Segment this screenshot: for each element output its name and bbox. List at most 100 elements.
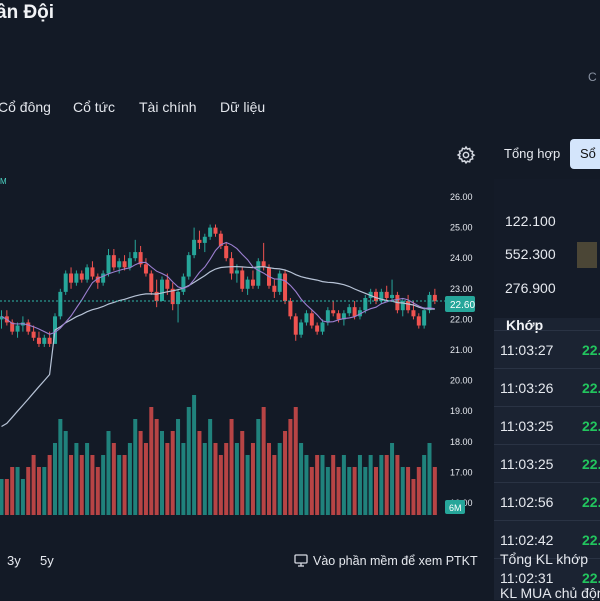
orderbook-bar xyxy=(577,242,597,268)
volume-bar xyxy=(341,455,346,515)
y-tick-label: 18.00 xyxy=(450,437,473,447)
trade-price: 22. xyxy=(582,532,600,548)
ptkt-link[interactable]: Vào phần mềm để xem PTKT xyxy=(294,554,478,568)
volume-bar xyxy=(101,455,106,515)
volume-bar xyxy=(4,479,9,515)
candle-body xyxy=(245,279,250,289)
candle-body xyxy=(288,301,293,317)
candle-body xyxy=(320,322,325,332)
candle-body xyxy=(42,337,47,344)
volume-bar xyxy=(20,479,25,515)
candle-body xyxy=(117,261,122,268)
candle-body xyxy=(58,291,63,317)
orderbook-row: 552.300 xyxy=(494,238,600,270)
volume-bar xyxy=(390,443,395,515)
y-tick-label: 17.00 xyxy=(450,467,473,477)
candle-body xyxy=(277,273,282,292)
candle-body xyxy=(79,273,84,280)
volume-bar xyxy=(133,419,138,515)
volume-bar xyxy=(47,455,52,515)
candle-body xyxy=(261,261,266,268)
volume-bar xyxy=(336,467,341,515)
volume-tag: 6M xyxy=(449,503,462,513)
orderbook-volume: 276.900 xyxy=(505,280,556,296)
matched-title: Khớp xyxy=(506,317,544,333)
candle-body xyxy=(331,310,336,314)
volume-bar xyxy=(288,419,293,515)
volume-bar xyxy=(309,467,314,515)
candle-body xyxy=(293,316,298,335)
candle-body xyxy=(374,291,378,302)
range-3y[interactable]: 3y xyxy=(7,553,21,568)
candle-body xyxy=(427,294,432,311)
orderbook-volume: 552.300 xyxy=(505,246,556,262)
price-chart[interactable]: 26.00 25.00 24.00 23.00 22.00 21.00 20.00 19.00… xyxy=(0,175,490,520)
candle-body xyxy=(357,310,362,317)
trade-time: 11:03:25 xyxy=(500,418,554,434)
indicator-label: M xyxy=(0,177,7,186)
volume-bar xyxy=(213,443,218,515)
trade-row: 11:03:27 22. xyxy=(494,330,600,367)
candle-body xyxy=(240,270,245,289)
trade-row: 11:03:25 22. xyxy=(494,406,600,443)
candle-body xyxy=(250,279,255,286)
y-tick-label: 22.00 xyxy=(450,314,473,324)
trade-row: 11:02:56 22. xyxy=(494,482,600,519)
tab-orderbook[interactable]: Sổ l xyxy=(570,139,600,169)
volume-bar xyxy=(267,443,271,515)
volume-bar xyxy=(384,455,389,515)
candle-body xyxy=(304,313,309,323)
volume-bar xyxy=(379,455,384,515)
volume-bar xyxy=(357,455,362,515)
candle-body xyxy=(143,264,148,274)
gear-icon[interactable] xyxy=(456,145,476,165)
range-5y[interactable]: 5y xyxy=(40,553,54,568)
candle-body xyxy=(336,313,341,320)
candle-body xyxy=(63,273,68,292)
candle-body xyxy=(95,276,100,283)
candle-body xyxy=(272,285,277,292)
volume-bar xyxy=(36,467,41,515)
orderbook-row: 276.900 xyxy=(494,272,600,304)
tab-dividends[interactable]: Cổ tức xyxy=(73,99,116,115)
volume-bar xyxy=(160,431,164,515)
volume-tag-bg xyxy=(445,500,465,514)
y-tick-label: 20.00 xyxy=(450,376,473,386)
ma-long-line xyxy=(1,265,435,428)
candle-body xyxy=(390,294,395,298)
candle-body xyxy=(69,273,74,283)
volume-bar xyxy=(229,419,234,515)
volume-bar xyxy=(186,407,191,515)
current-price-tag: 22.60 xyxy=(450,300,475,311)
volume-bar xyxy=(117,455,122,515)
tab-data[interactable]: Dữ liệu xyxy=(220,99,266,115)
volume-bar xyxy=(90,455,95,515)
candle-body xyxy=(74,273,79,283)
monitor-icon xyxy=(294,554,308,567)
volume-bar xyxy=(347,467,352,515)
volume-bar xyxy=(261,407,266,515)
volume-bar xyxy=(224,443,229,515)
volume-bar xyxy=(240,431,245,515)
volume-bar xyxy=(283,431,288,515)
trade-price: 22. xyxy=(582,456,600,472)
candle-body xyxy=(36,337,41,344)
trade-time: 11:03:27 xyxy=(500,342,554,358)
candle-body xyxy=(213,227,218,234)
candle-body xyxy=(315,325,320,332)
candle-body xyxy=(149,273,154,292)
candle-body xyxy=(224,245,229,259)
candle-body xyxy=(208,227,213,237)
tab-finance[interactable]: Tài chính xyxy=(139,99,197,115)
candle-body xyxy=(165,279,170,289)
candle-body xyxy=(186,255,191,277)
volume-bar xyxy=(416,467,421,515)
candle-body xyxy=(26,322,31,332)
volume-bar xyxy=(325,467,330,515)
tab-summary[interactable]: Tổng hợp xyxy=(504,146,561,161)
candle-body xyxy=(101,273,106,283)
top-right-text[interactable]: C xyxy=(588,70,597,84)
candle-body xyxy=(309,313,314,326)
tab-shareholders[interactable]: Cổ đông xyxy=(0,99,51,115)
candle-body xyxy=(160,279,164,302)
